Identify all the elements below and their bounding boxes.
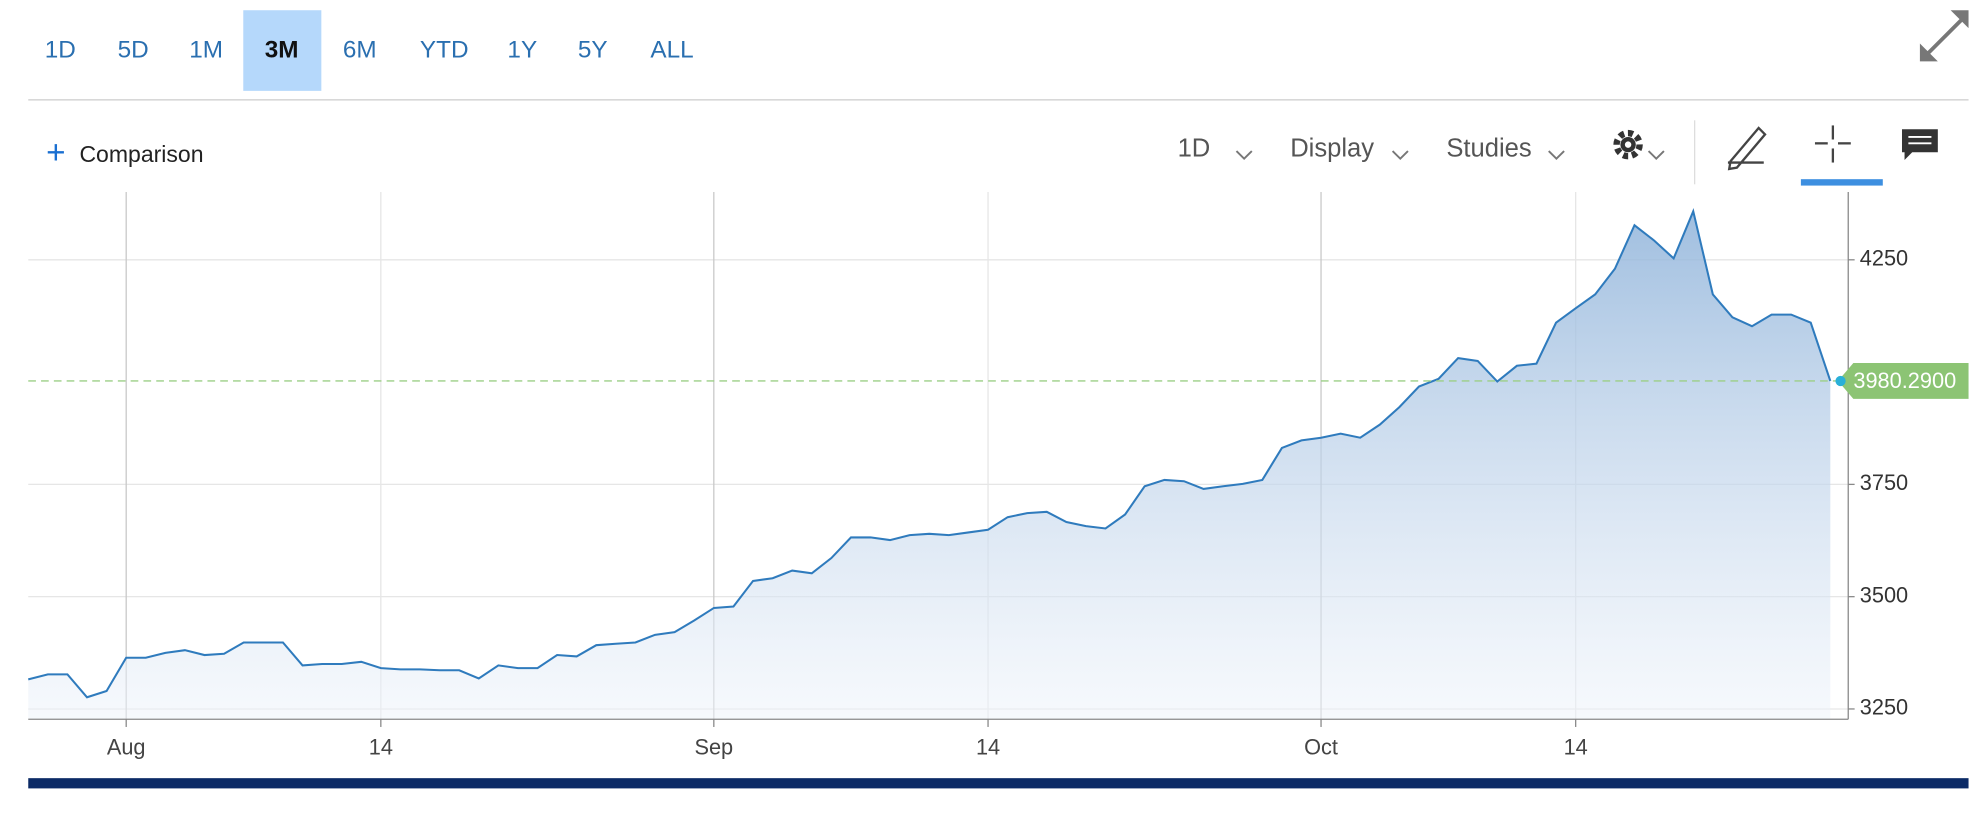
x-tick-label: Oct — [1304, 734, 1338, 759]
last-price-dot — [1835, 375, 1846, 387]
chevron — [1235, 150, 1253, 161]
last-price-label: 3980.2900 — [1853, 368, 1956, 393]
range-button[interactable]: 5D — [118, 37, 149, 64]
range-button[interactable]: 1Y — [507, 37, 537, 64]
y-tick-label: 3500 — [1860, 582, 1908, 607]
area — [28, 211, 1831, 720]
expand-icon[interactable] — [1919, 10, 1969, 62]
y-tick-label: 3250 — [1860, 695, 1908, 720]
plot: 3250 3500 3750 4250 Aug 14 Sep 14 Oct 14 3980.2900 — [28, 191, 1969, 759]
range-selected-bg — [243, 10, 322, 91]
interval-button[interactable]: 1D — [1178, 135, 1211, 163]
display-button[interactable]: Display — [1290, 135, 1374, 163]
x-tick-label: Aug — [107, 734, 146, 759]
y-tick-label: 3750 — [1860, 470, 1908, 495]
settings-icon[interactable] — [1613, 129, 1665, 161]
x-tick-label: 14 — [369, 734, 393, 759]
comparison-button[interactable]: Comparison — [79, 141, 203, 167]
comment-icon[interactable] — [1901, 129, 1938, 160]
comment-lines — [1908, 135, 1932, 145]
studies-button[interactable]: Studies — [1446, 135, 1531, 163]
x-tick-label: Sep — [694, 734, 733, 759]
plus-icon[interactable]: + — [46, 135, 65, 172]
range-button[interactable]: 1M — [189, 37, 223, 64]
range-button[interactable]: YTD — [420, 37, 469, 64]
crosshair-icon[interactable] — [1814, 125, 1851, 163]
chevron — [1391, 150, 1409, 161]
y-tick-label: 4250 — [1860, 246, 1908, 271]
range-button[interactable]: ALL — [650, 37, 693, 64]
range-button[interactable]: 5Y — [578, 37, 608, 64]
x-tick-label: 14 — [1564, 734, 1588, 759]
range-bar: 1D 5D 1M 3M 6M YTD 1Y 5Y ALL — [45, 10, 694, 91]
last-price-tag — [1837, 363, 1969, 399]
range-button[interactable]: 6M — [343, 37, 377, 64]
active-indicator — [1800, 179, 1883, 186]
range-button[interactable]: 3M — [265, 37, 299, 64]
range-button[interactable]: 1D — [45, 37, 76, 64]
draw-icon[interactable] — [1727, 126, 1767, 171]
bottom-bar — [28, 778, 1969, 789]
price-line — [28, 207, 1832, 699]
x-tick-label: 14 — [976, 734, 1000, 759]
chevron — [1548, 150, 1565, 161]
